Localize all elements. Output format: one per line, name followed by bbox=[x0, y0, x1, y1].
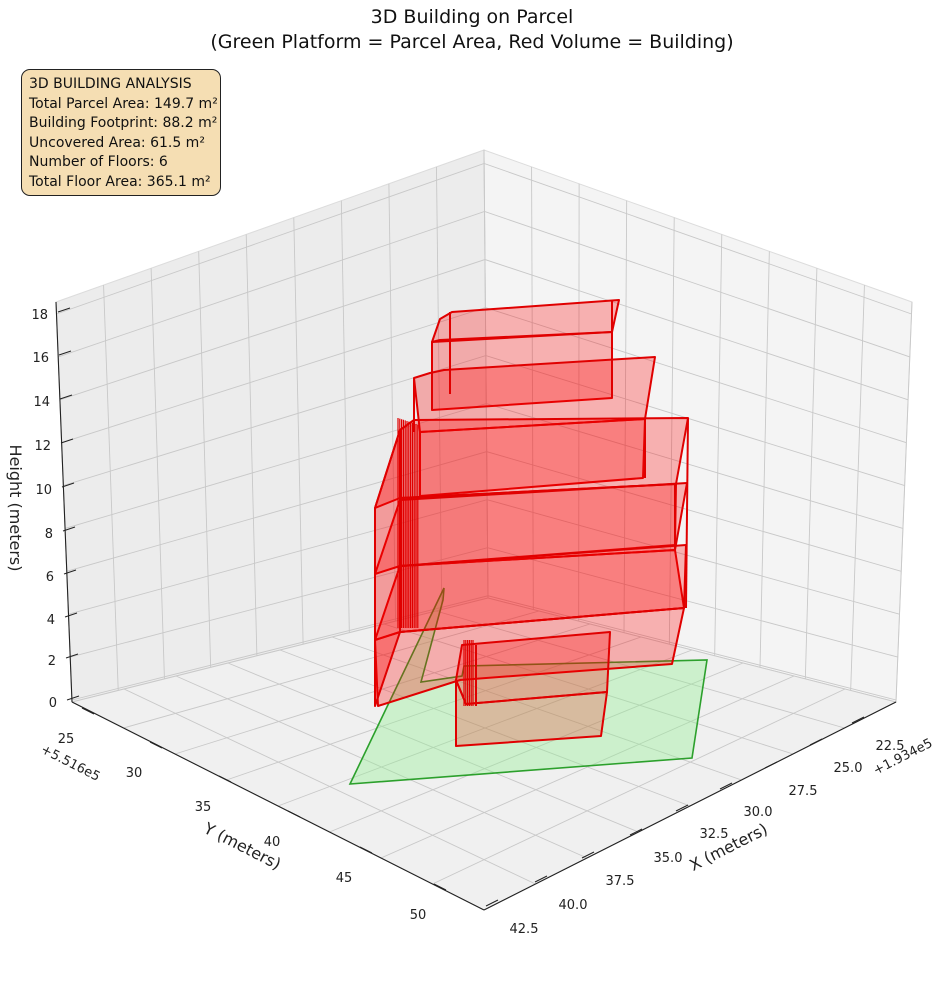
z-tick-label: 12 bbox=[34, 439, 51, 454]
z-tick-label: 16 bbox=[32, 351, 49, 366]
z-tick-label: 14 bbox=[33, 395, 50, 410]
y-tick-label: 45 bbox=[336, 871, 353, 886]
analysis-info-box: 3D BUILDING ANALYSIS Total Parcel Area: … bbox=[21, 69, 221, 196]
x-tick-label: 40.0 bbox=[559, 898, 588, 913]
z-tick-label: 2 bbox=[48, 654, 56, 669]
z-tick-label: 6 bbox=[46, 570, 54, 585]
z-tick-label: 10 bbox=[35, 483, 52, 498]
info-line-footprint: Building Footprint: 88.2 m² bbox=[29, 114, 213, 134]
chart-title: 3D Building on Parcel bbox=[0, 6, 944, 28]
x-tick-label: 27.5 bbox=[789, 784, 818, 799]
y-tick-label: 35 bbox=[195, 800, 212, 815]
info-heading: 3D BUILDING ANALYSIS bbox=[29, 75, 213, 95]
x-tick-label: 25.0 bbox=[834, 761, 863, 776]
x-tick-label: 42.5 bbox=[510, 922, 539, 937]
info-line-parcel-area: Total Parcel Area: 149.7 m² bbox=[29, 95, 213, 115]
y-tick-label: 25 bbox=[58, 732, 75, 747]
y-tick-label: 50 bbox=[410, 908, 427, 923]
info-line-floors: Number of Floors: 6 bbox=[29, 153, 213, 173]
y-tick-label: 30 bbox=[126, 766, 143, 781]
info-line-uncovered: Uncovered Area: 61.5 m² bbox=[29, 134, 213, 154]
info-line-floor-area: Total Floor Area: 365.1 m² bbox=[29, 173, 213, 193]
z-tick-label: 0 bbox=[49, 696, 57, 711]
z-tick-label: 18 bbox=[31, 308, 48, 323]
x-tick-label: 35.0 bbox=[654, 851, 683, 866]
x-tick-label: 37.5 bbox=[606, 874, 635, 889]
z-axis-label: Height (meters) bbox=[6, 445, 25, 572]
x-tick-label: 30.0 bbox=[744, 805, 773, 820]
y-offset-label: +5.516e5 bbox=[38, 742, 102, 785]
z-tick-label: 4 bbox=[47, 613, 55, 628]
z-tick-label: 8 bbox=[45, 527, 53, 542]
chart-subtitle: (Green Platform = Parcel Area, Red Volum… bbox=[0, 31, 944, 53]
